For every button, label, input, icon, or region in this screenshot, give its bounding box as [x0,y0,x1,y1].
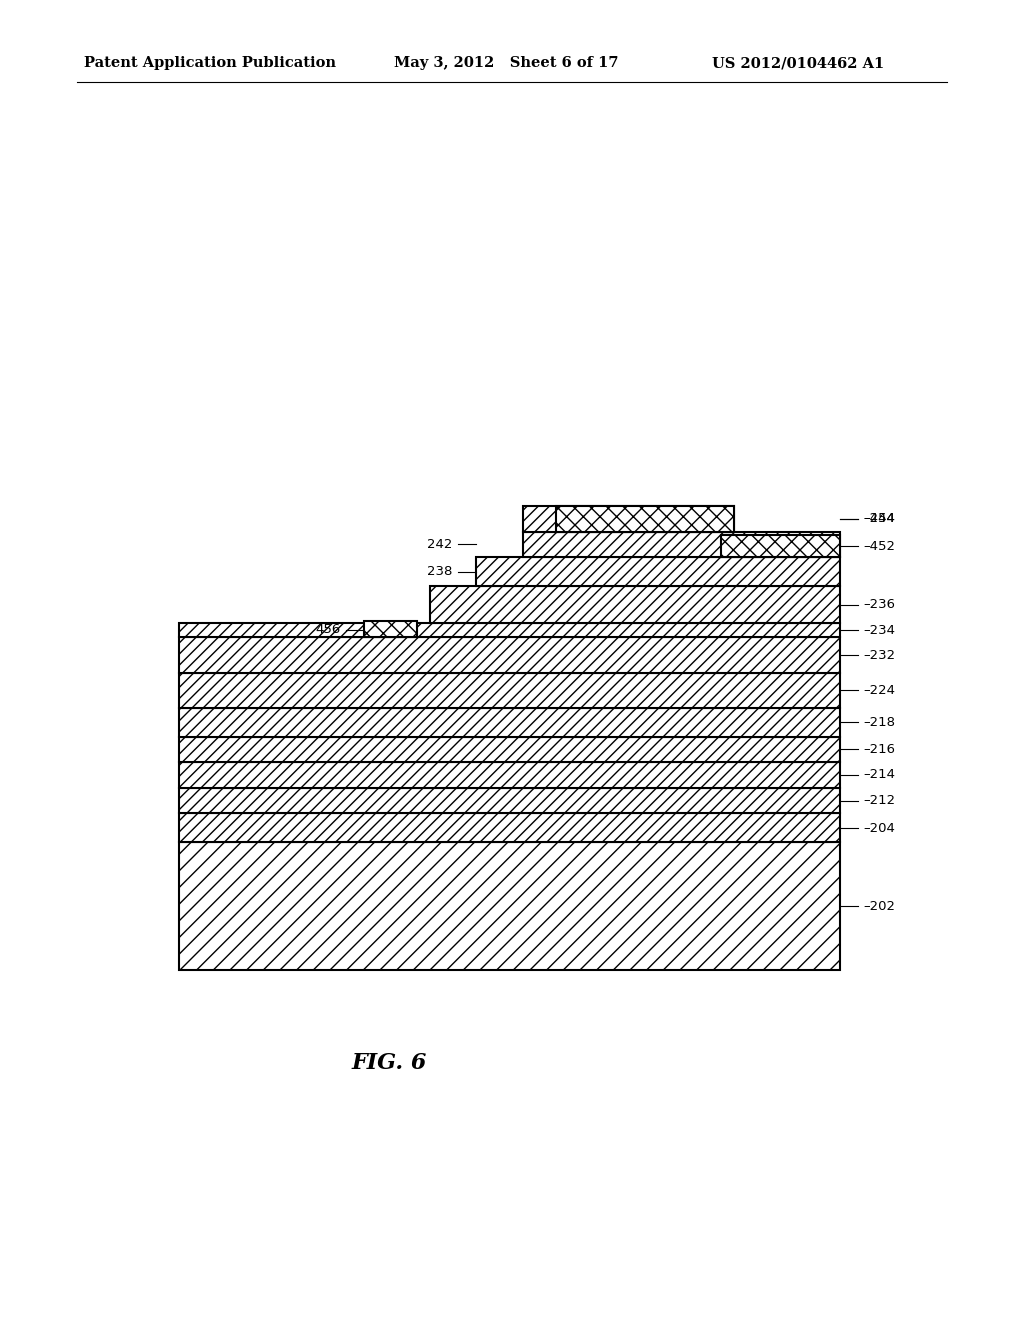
Text: –216: –216 [863,743,895,756]
Text: –224: –224 [863,684,895,697]
Text: –204: –204 [863,821,895,834]
Bar [179,842,840,970]
Text: 456: 456 [315,623,341,636]
Bar [179,737,840,762]
Bar [721,535,840,557]
Bar [522,506,734,532]
Text: Patent Application Publication: Patent Application Publication [84,57,336,70]
Bar [179,813,840,842]
Bar [522,532,840,557]
Text: –236: –236 [863,598,895,611]
Text: –202: –202 [863,900,895,912]
Bar [179,672,840,708]
Bar [365,622,417,638]
Text: –452: –452 [863,540,895,553]
Bar [179,708,840,737]
Text: –232: –232 [863,648,895,661]
Text: May 3, 2012   Sheet 6 of 17: May 3, 2012 Sheet 6 of 17 [394,57,618,70]
Text: –234: –234 [863,624,895,636]
Bar [556,506,734,532]
Text: 242: 242 [427,539,453,550]
Text: –212: –212 [863,795,895,807]
Text: –244: –244 [863,512,895,525]
Text: US 2012/0104462 A1: US 2012/0104462 A1 [712,57,884,70]
Text: –218: –218 [863,715,895,729]
Bar [179,638,840,672]
Text: FIG. 6: FIG. 6 [351,1052,427,1073]
Bar [476,557,840,586]
Text: 238: 238 [427,565,453,578]
Bar [179,762,840,788]
Text: –454: –454 [863,512,895,525]
Bar [430,586,840,623]
Bar [179,623,840,638]
Text: –214: –214 [863,768,895,781]
Bar [179,788,840,813]
